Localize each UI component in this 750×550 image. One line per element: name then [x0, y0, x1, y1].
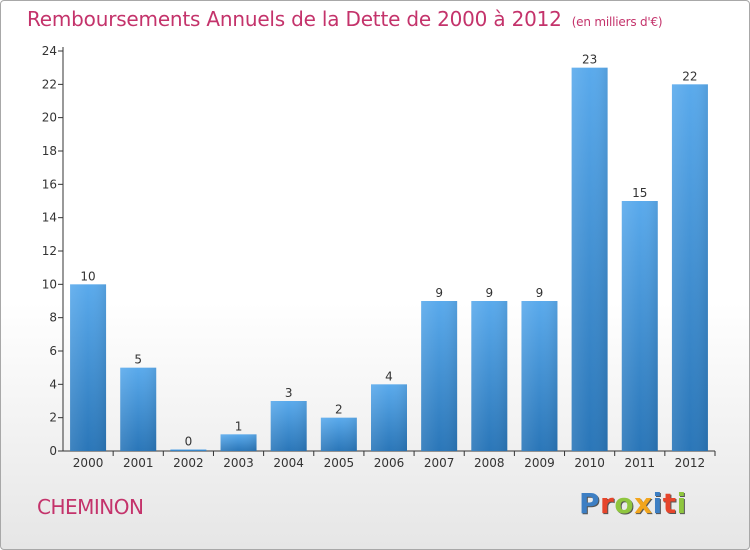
x-tick-label: 2004 — [273, 456, 304, 470]
proxiti-logo: Proxiti — [579, 487, 687, 520]
bar-sheen — [471, 301, 508, 451]
bar-value-label: 4 — [385, 369, 393, 383]
bar-value-label: 15 — [632, 186, 647, 200]
logo-letter: x — [634, 487, 653, 520]
bar-value-label: 5 — [134, 353, 142, 367]
bar-value-label: 22 — [682, 69, 697, 83]
x-tick-label: 2012 — [675, 456, 706, 470]
logo-letter: r — [600, 487, 615, 520]
y-tick-label: 10 — [42, 277, 57, 291]
bar-value-label: 10 — [80, 269, 95, 283]
x-tick-label: 2006 — [374, 456, 405, 470]
y-tick-label: 4 — [49, 377, 57, 391]
logo-letter: t — [662, 487, 677, 520]
bar-sheen — [571, 67, 608, 452]
bar-sheen — [671, 84, 708, 451]
x-tick-label: 2008 — [474, 456, 505, 470]
x-tick-label: 2009 — [524, 456, 555, 470]
x-tick-label: 2001 — [123, 456, 154, 470]
bar-sheen — [120, 367, 157, 451]
x-tick-label: 2011 — [624, 456, 655, 470]
y-tick-label: 14 — [42, 211, 57, 225]
bar-sheen — [270, 401, 307, 451]
bar-value-label: 9 — [536, 286, 544, 300]
y-tick-label: 20 — [42, 111, 57, 125]
x-tick-label: 2005 — [324, 456, 355, 470]
bars — [70, 67, 708, 452]
y-tick-label: 18 — [42, 144, 57, 158]
logo-letter: P — [579, 487, 601, 520]
bar-value-label: 3 — [285, 386, 293, 400]
x-tick-label: 2000 — [73, 456, 104, 470]
chart-subtitle: (en milliers d'€) — [571, 15, 663, 29]
logo-letter: i — [676, 487, 687, 520]
bar-sheen — [220, 434, 257, 451]
bar-sheen — [320, 417, 357, 451]
x-tick-label: 2002 — [173, 456, 204, 470]
bar-sheen — [521, 301, 558, 451]
y-tick-label: 6 — [49, 344, 57, 358]
y-tick-label: 12 — [42, 244, 57, 258]
x-tick-label: 2010 — [574, 456, 605, 470]
bar-value-label: 0 — [185, 435, 193, 449]
bar-value-label: 9 — [435, 286, 443, 300]
bar-sheen — [621, 201, 658, 451]
x-tick-label: 2003 — [223, 456, 254, 470]
bar-value-label: 1 — [235, 419, 243, 433]
y-tick-label: 8 — [49, 311, 57, 325]
logo-letter: o — [614, 487, 635, 520]
bar — [170, 449, 207, 451]
chart-title: Remboursements Annuels de la Dette de 20… — [27, 7, 663, 31]
logo-letter: i — [652, 487, 663, 520]
bar-sheen — [421, 301, 458, 451]
y-tick-label: 16 — [42, 177, 57, 191]
data-labels: 10 5 0 1 3 2 4 9 9 9 23 15 22 — [80, 53, 697, 449]
y-tick-label: 22 — [42, 77, 57, 91]
chart-title-text: Remboursements Annuels de la Dette de 20… — [27, 7, 562, 31]
bar-value-label: 2 — [335, 403, 343, 417]
y-tick-label: 24 — [42, 44, 57, 58]
bar-sheen — [371, 384, 407, 451]
bar-value-label: 23 — [582, 53, 597, 67]
y-tick-label: 2 — [49, 411, 57, 425]
y-tick-label: 0 — [49, 444, 57, 458]
bar-value-label: 9 — [485, 286, 493, 300]
x-tick-label: 2007 — [424, 456, 455, 470]
bar-sheen — [70, 284, 107, 451]
town-name: CHEMINON — [37, 495, 144, 519]
